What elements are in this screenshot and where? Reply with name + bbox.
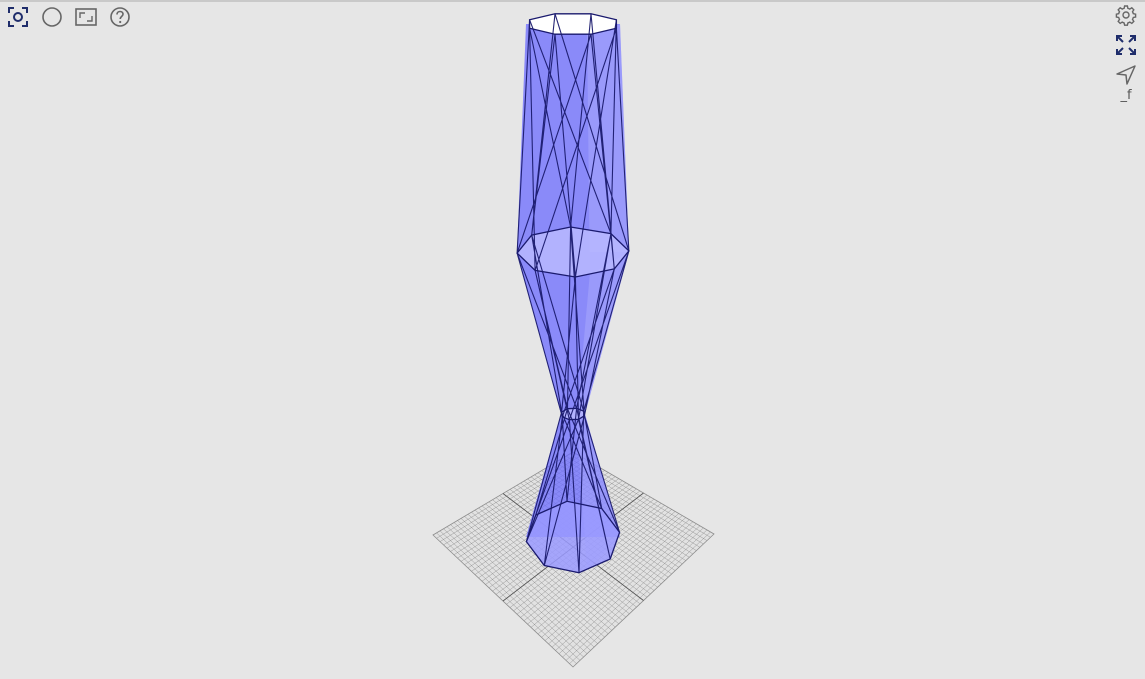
fullscreen-icon <box>1116 35 1136 55</box>
settings-button[interactable] <box>1113 2 1139 28</box>
view-in-front-icon <box>8 7 28 27</box>
navigate-icon <box>1116 65 1136 85</box>
function-label: _f <box>1120 88 1132 103</box>
standard-view-icon <box>75 8 97 26</box>
solid-ring-0 <box>528 13 618 35</box>
hyperboloid-solid[interactable] <box>516 13 630 574</box>
fullscreen-button[interactable] <box>1113 32 1139 58</box>
standard-view-button[interactable] <box>73 4 99 30</box>
gear-icon <box>1115 5 1137 26</box>
solid-face-1 <box>576 252 629 420</box>
solid-edges <box>516 13 630 573</box>
view-in-front-button[interactable] <box>5 4 31 30</box>
help-button[interactable] <box>107 4 133 30</box>
navigate-button[interactable] <box>1113 62 1139 88</box>
help-icon <box>110 7 130 27</box>
circle-button[interactable] <box>39 4 65 30</box>
solid-section-0 <box>517 24 629 252</box>
circle-icon <box>42 7 62 27</box>
